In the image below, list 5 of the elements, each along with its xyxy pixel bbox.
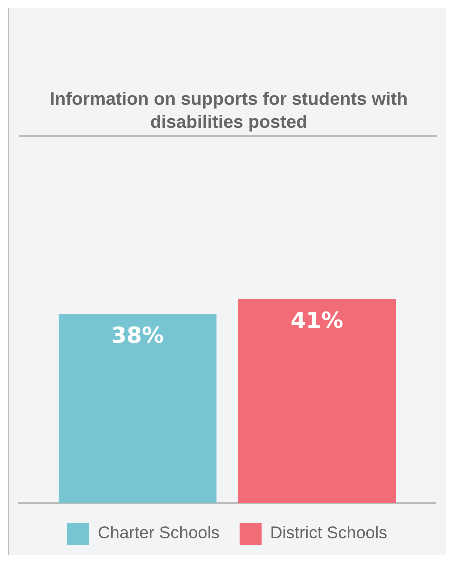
chart-title: Information on supports for students with disabilities posted <box>49 88 409 134</box>
data-label: 38% <box>112 324 164 349</box>
data-label: 41% <box>290 308 344 334</box>
legend-label: Charter Schools <box>98 524 220 543</box>
legend-label: District Schools <box>270 524 388 543</box>
